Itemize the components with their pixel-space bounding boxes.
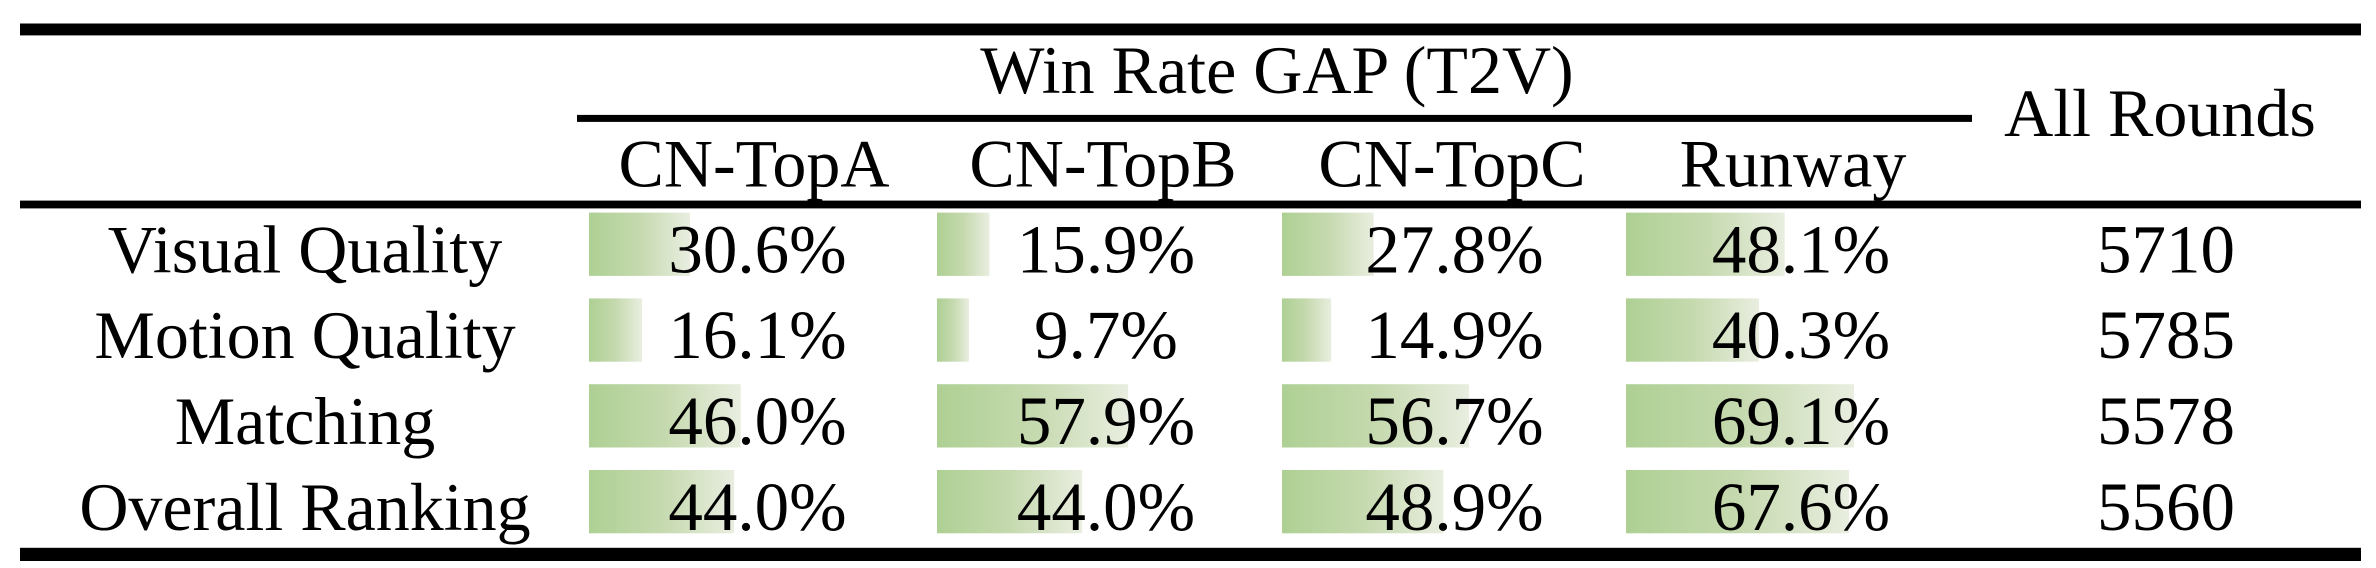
svg-text:16.1%: 16.1% [668, 297, 846, 373]
svg-text:44.0%: 44.0% [668, 469, 846, 545]
svg-text:27.8%: 27.8% [1365, 211, 1543, 287]
svg-text:57.9%: 57.9% [1017, 383, 1195, 459]
svg-text:CN-TopA: CN-TopA [618, 125, 889, 201]
svg-text:40.3%: 40.3% [1712, 297, 1890, 373]
svg-text:Matching: Matching [175, 383, 436, 459]
svg-text:67.6%: 67.6% [1712, 469, 1890, 545]
svg-text:Motion Quality: Motion Quality [94, 297, 515, 373]
svg-text:Runway: Runway [1680, 125, 1907, 201]
svg-text:Win Rate GAP (T2V): Win Rate GAP (T2V) [980, 32, 1573, 108]
svg-text:CN-TopC: CN-TopC [1318, 125, 1585, 201]
svg-text:CN-TopB: CN-TopB [969, 125, 1236, 201]
svg-text:5560: 5560 [2097, 469, 2235, 545]
svg-text:15.9%: 15.9% [1017, 211, 1195, 287]
svg-text:46.0%: 46.0% [668, 383, 846, 459]
svg-text:Visual Quality: Visual Quality [108, 211, 502, 287]
svg-text:5785: 5785 [2097, 297, 2235, 373]
svg-text:56.7%: 56.7% [1365, 383, 1543, 459]
svg-text:5710: 5710 [2097, 211, 2235, 287]
svg-text:48.1%: 48.1% [1712, 211, 1890, 287]
svg-text:9.7%: 9.7% [1034, 297, 1178, 373]
svg-text:5578: 5578 [2097, 383, 2235, 459]
svg-text:44.0%: 44.0% [1017, 469, 1195, 545]
svg-text:Overall Ranking: Overall Ranking [79, 469, 530, 545]
svg-text:14.9%: 14.9% [1365, 297, 1543, 373]
svg-text:30.6%: 30.6% [668, 211, 846, 287]
svg-text:48.9%: 48.9% [1365, 469, 1543, 545]
svg-text:69.1%: 69.1% [1712, 383, 1890, 459]
svg-text:All Rounds: All Rounds [2004, 75, 2316, 151]
